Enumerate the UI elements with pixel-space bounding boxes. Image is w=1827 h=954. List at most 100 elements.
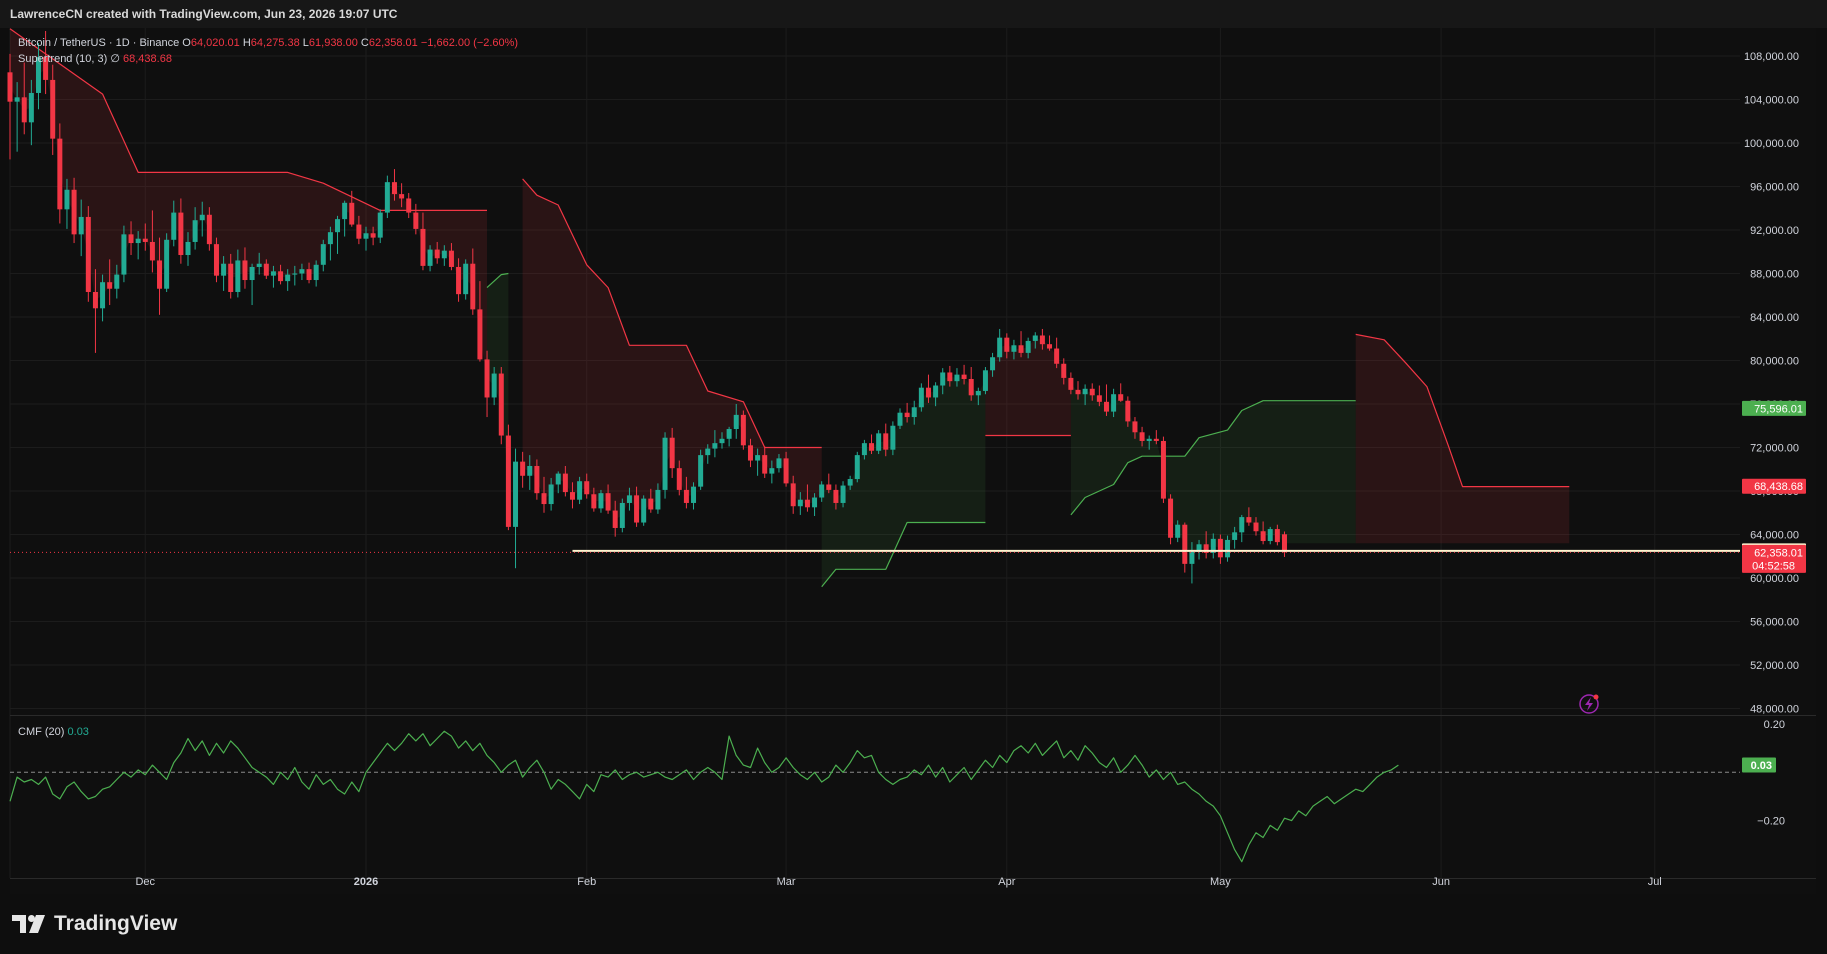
candle-body [541, 493, 547, 505]
price-tick-label: 88,000.00 [1750, 269, 1799, 281]
price-label-text: 62,358.01 [1754, 547, 1803, 559]
candle [107, 259, 113, 306]
candle-body [691, 486, 697, 503]
candle [199, 201, 205, 237]
tradingview-logo[interactable]: TradingView [12, 912, 177, 936]
lightning-icon[interactable] [1579, 694, 1599, 714]
candle [591, 487, 597, 512]
symbol-legend: Bitcoin / TetherUS · 1D · Binance O64,02… [18, 35, 518, 67]
candle [178, 198, 184, 264]
candle-body [1189, 551, 1195, 564]
candle [413, 203, 419, 235]
candle-body [591, 494, 597, 509]
chart-frame[interactable] [10, 28, 1816, 894]
candle [434, 241, 440, 264]
candle [71, 177, 77, 244]
candle [783, 451, 789, 487]
candle-body [812, 497, 818, 508]
candle-body [285, 274, 291, 282]
candle [1061, 358, 1067, 385]
candle [947, 365, 953, 387]
candle-body [178, 212, 184, 256]
candle-body [1047, 344, 1053, 349]
supertrend-fill [1070, 383, 1356, 558]
candle-body [790, 483, 796, 507]
supertrend-name[interactable]: Supertrend (10, 3) [18, 53, 108, 65]
candle [548, 477, 554, 511]
supertrend-down-line [522, 178, 822, 449]
price-labels: 75,596.0168,438.6862,489.2962,358.0104:5… [1742, 400, 1806, 773]
cmf-layer [9, 730, 1740, 863]
price-tick-label: 80,000.00 [1750, 356, 1799, 368]
cmf-value: 0.03 [67, 726, 89, 738]
candle [648, 488, 654, 513]
candle [883, 423, 889, 457]
candle [534, 459, 540, 500]
candle [1260, 521, 1266, 545]
candle [904, 402, 910, 423]
candle [569, 482, 575, 509]
candle-body [28, 92, 34, 123]
candle [598, 489, 604, 513]
candle [242, 247, 248, 289]
candle-body [185, 241, 191, 256]
price-tick-label: 100,000.00 [1744, 138, 1799, 150]
candle [420, 212, 426, 271]
time-tick-label: Dec [135, 876, 155, 888]
candle [662, 432, 668, 499]
candle [854, 451, 860, 483]
symbol-name[interactable]: Bitcoin / TetherUS · 1D · Binance [18, 37, 180, 49]
candle-body [199, 214, 205, 221]
candle [270, 265, 276, 288]
candle [605, 484, 611, 514]
price-tick-label: 48,000.00 [1750, 704, 1799, 716]
hidden-source-icon[interactable]: ∅ [110, 53, 120, 65]
price-label-box [1742, 544, 1806, 573]
supertrend-value: 68,438.68 [123, 53, 172, 65]
annotation-layer [10, 549, 1740, 553]
cmf-legend: CMF (20) 0.03 [18, 726, 89, 738]
candle-body [925, 387, 931, 398]
close-label: C [360, 37, 369, 49]
candle-body [990, 357, 996, 371]
supertrend-up-line [1070, 400, 1356, 516]
candle [890, 421, 896, 456]
candle-body [320, 244, 326, 265]
candle [619, 498, 625, 533]
candle [1146, 435, 1152, 450]
candle-body [21, 97, 27, 123]
candle [911, 400, 917, 425]
candle [940, 368, 946, 395]
cmf-tick-label: −0.20 [1757, 816, 1785, 828]
candle-body [1089, 388, 1095, 396]
candle [1039, 328, 1045, 350]
candle-body [427, 249, 433, 266]
supertrend-fill [10, 28, 487, 379]
candle-body [1267, 529, 1273, 542]
candle [1217, 534, 1223, 564]
candle [933, 382, 939, 407]
candle-body [655, 489, 661, 510]
price-tick-label: 84,000.00 [1750, 312, 1799, 324]
candle [43, 30, 49, 95]
candle-body [85, 216, 91, 292]
candle [847, 475, 853, 490]
candle [740, 410, 746, 450]
candle [819, 481, 825, 502]
candle-body [306, 269, 312, 281]
candle [584, 473, 590, 499]
candle-body [527, 465, 533, 476]
candle [918, 383, 924, 412]
price-axis[interactable]: 108,000.00 104,000.00 100,000.00 96,000.00 9… [1744, 51, 1799, 828]
candle [327, 226, 333, 261]
cmf-name[interactable]: CMF (20) [18, 726, 65, 738]
candle [185, 232, 191, 266]
candle-body [555, 473, 561, 485]
candle [840, 481, 846, 508]
candle-body [1260, 531, 1266, 542]
high-value: 64,275.38 [250, 37, 300, 49]
time-axis[interactable]: Dec 2026 Feb Mar Apr May Jun Jul [135, 876, 1661, 888]
open-value: 64,020.01 [190, 37, 240, 49]
candle [997, 328, 1003, 362]
